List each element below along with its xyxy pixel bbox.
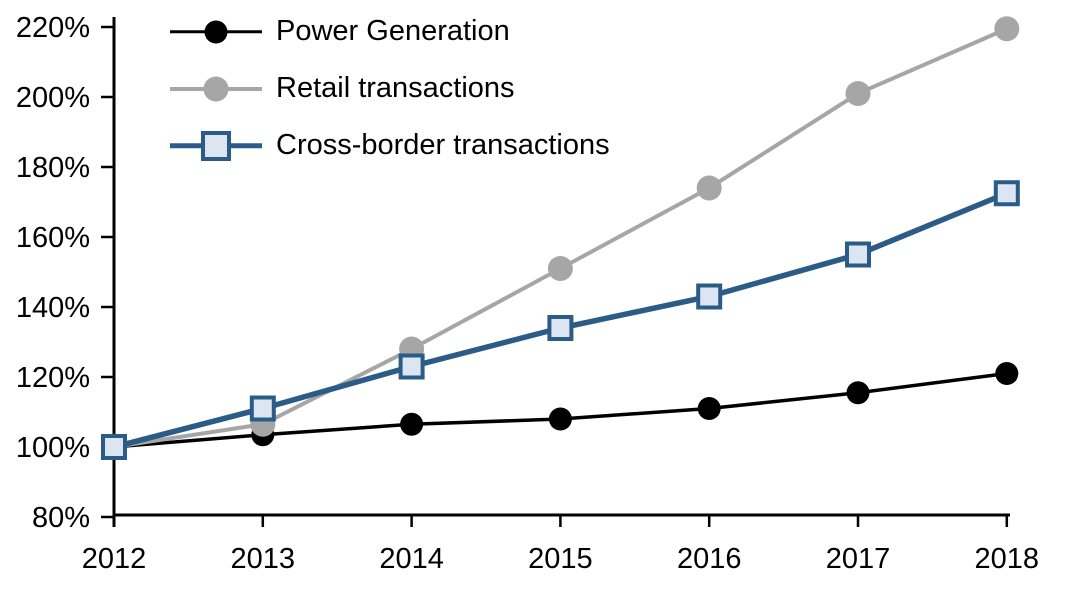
svg-text:100%: 100% [16, 432, 90, 464]
legend-line-sample-retail [170, 75, 262, 103]
svg-text:80%: 80% [32, 502, 90, 534]
legend-item-power-generation: Power Generation [170, 3, 610, 60]
svg-text:200%: 200% [16, 82, 90, 114]
legend-line-sample-power [170, 18, 262, 46]
legend-item-cross-border-transactions: Cross-border transactions [170, 117, 610, 174]
svg-text:2015: 2015 [528, 543, 593, 575]
svg-text:160%: 160% [16, 222, 90, 254]
chart-legend: Power Generation Retail transactions Cro… [170, 3, 610, 174]
svg-text:180%: 180% [16, 152, 90, 184]
legend-label-power-generation: Power Generation [276, 15, 510, 47]
legend-marker-circle-black [204, 20, 228, 43]
svg-text:2016: 2016 [677, 543, 742, 575]
svg-text:120%: 120% [16, 362, 90, 394]
legend-line-sample-cross-border [170, 130, 262, 161]
legend-label-cross-border-transactions: Cross-border transactions [276, 129, 610, 161]
svg-text:2014: 2014 [379, 543, 444, 575]
legend-marker-square-blue [201, 130, 231, 161]
legend-item-retail-transactions: Retail transactions [170, 60, 610, 117]
svg-text:2018: 2018 [975, 543, 1040, 575]
svg-text:2013: 2013 [231, 543, 296, 575]
legend-label-retail-transactions: Retail transactions [276, 72, 515, 104]
svg-text:140%: 140% [16, 292, 90, 324]
legend-marker-circle-gray [203, 76, 229, 101]
svg-text:2012: 2012 [82, 543, 147, 575]
svg-text:2017: 2017 [826, 543, 891, 575]
svg-text:220%: 220% [16, 12, 90, 44]
